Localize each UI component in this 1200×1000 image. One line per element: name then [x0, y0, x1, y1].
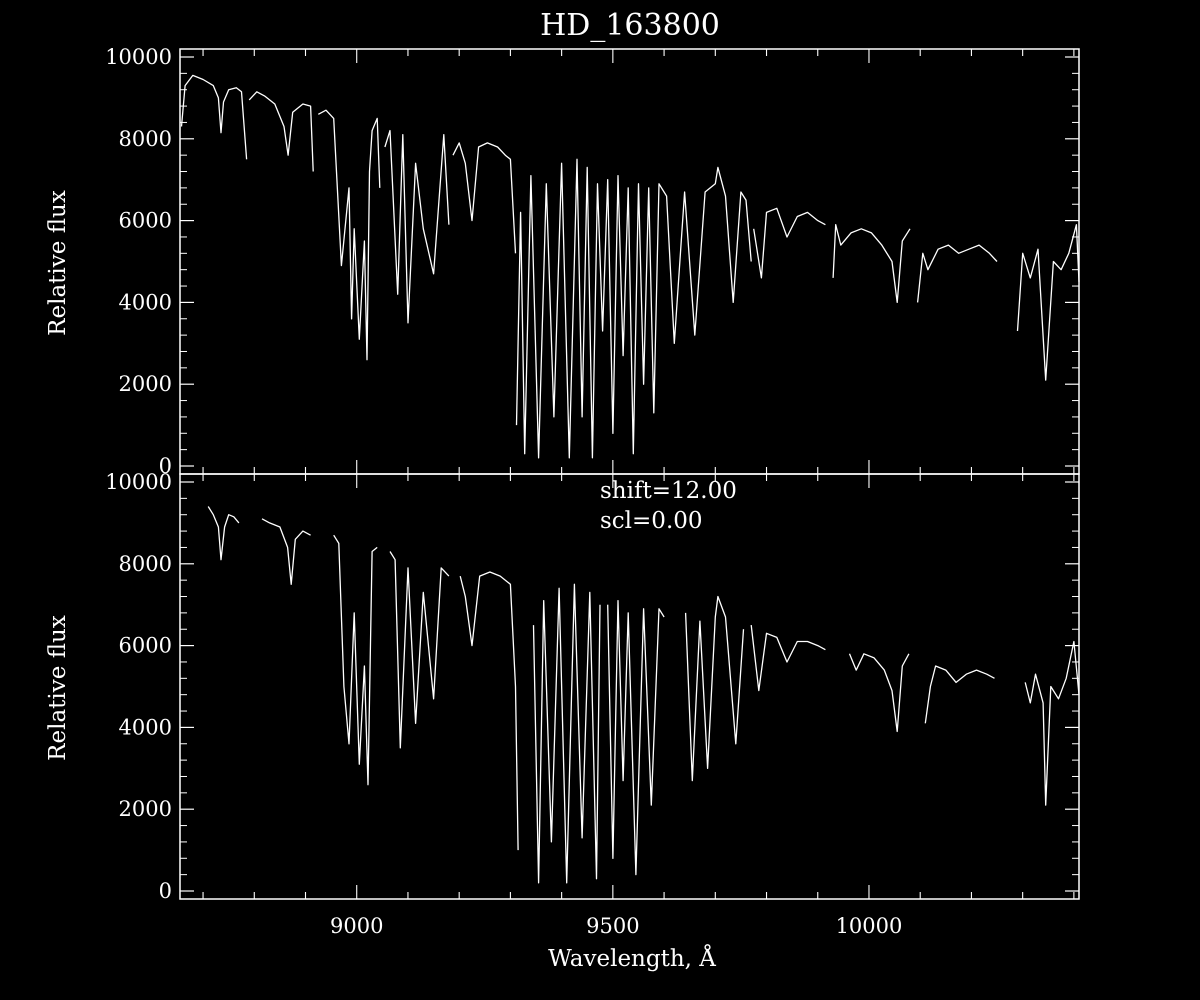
top-spectrum-segment-8	[916, 244, 998, 303]
top-spectrum-segment-2	[317, 109, 381, 361]
top-ytick-label-6000: 6000	[119, 209, 172, 233]
bottom-ytick-label-0: 0	[159, 879, 172, 903]
bottom-ytick-label-10000: 10000	[105, 470, 172, 494]
top-spectrum-segment-0	[180, 74, 248, 160]
top-axis-ticks: 0 2000 4000 6000 8000 10000	[105, 45, 1079, 478]
top-ytick-label-8000: 8000	[119, 127, 172, 151]
bottom-spectrum-segment-7	[684, 595, 745, 782]
top-ytick-label-0: 0	[159, 454, 172, 478]
bottom-spectrum-segment-10	[924, 665, 995, 724]
bottom-spectrum-segment-0	[207, 506, 240, 561]
top-ytick-label-2000: 2000	[119, 372, 172, 396]
bottom-spectrum-segment-11	[1024, 640, 1080, 806]
top-y-axis-label: Relative flux	[45, 190, 71, 336]
x-axis-label: Wavelength, Å	[548, 944, 716, 972]
top-spectrum-segment-1	[248, 91, 314, 172]
top-ytick-label-10000: 10000	[105, 45, 172, 69]
top-ytick-label-4000: 4000	[119, 290, 172, 314]
top-spectrum-segment-9	[1016, 224, 1080, 381]
top-spectrum	[180, 74, 1080, 459]
bottom-ytick-label-6000: 6000	[119, 634, 172, 658]
bottom-spectrum	[207, 506, 1080, 884]
bottom-ytick-label-4000: 4000	[119, 715, 172, 739]
top-spectrum-segment-3	[384, 129, 450, 324]
bottom-spectrum-segment-6	[607, 599, 665, 876]
shift-annotation: shift=12.00	[600, 478, 737, 504]
top-panel: 0 2000 4000 6000 8000 10000 Relative flux	[45, 45, 1080, 478]
bottom-ytick-label-8000: 8000	[119, 552, 172, 576]
bottom-panel: 0 2000 4000 6000 8000 10000 9000 9500 10000 Rela…	[45, 470, 1080, 972]
scale-annotation: scl=0.00	[600, 508, 703, 534]
bottom-spectrum-segment-3	[389, 551, 450, 749]
top-spectrum-segment-4	[452, 142, 517, 254]
bottom-spectrum-segment-1	[261, 518, 311, 585]
top-spectrum-segment-5	[515, 158, 752, 459]
xtick-label-9500: 9500	[586, 914, 639, 938]
bottom-axis-ticks: 0 2000 4000 6000 8000 10000 9000 9500 10000	[105, 470, 1079, 938]
bottom-spectrum-segment-9	[848, 653, 910, 733]
bottom-spectrum-segment-8	[750, 625, 826, 692]
top-spectrum-segment-7	[832, 224, 911, 304]
top-spectrum-segment-6	[753, 207, 826, 279]
chart-title: HD_163800	[540, 8, 720, 43]
bottom-y-axis-label: Relative flux	[45, 615, 71, 761]
bottom-spectrum-segment-2	[333, 534, 378, 786]
xtick-label-10000: 10000	[836, 914, 903, 938]
bottom-ytick-label-2000: 2000	[119, 797, 172, 821]
xtick-label-9000: 9000	[330, 914, 383, 938]
bottom-spectrum-segment-4	[459, 571, 519, 851]
bottom-spectrum-segment-5	[532, 583, 601, 884]
bottom-plot-frame	[179, 473, 1080, 900]
